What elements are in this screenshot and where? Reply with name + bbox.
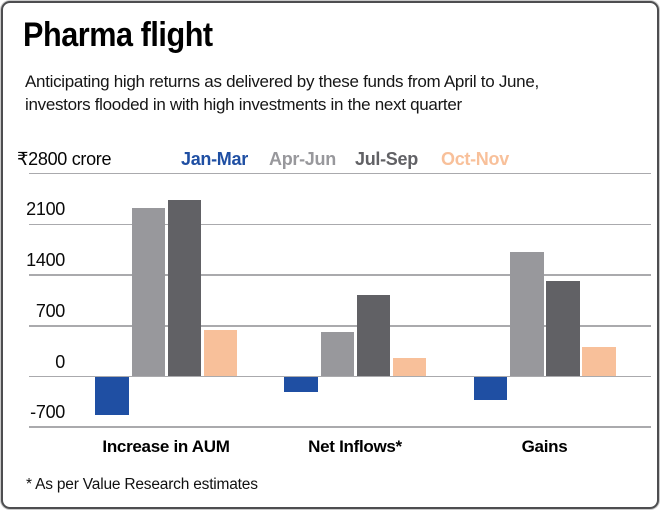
legend-item-jan-mar: Jan-Mar	[181, 149, 248, 169]
bar-apr-jun-1	[131, 207, 165, 377]
bar-oct-nov-2	[392, 358, 426, 377]
y-gridline	[29, 223, 651, 226]
footnote: * As per Value Research estimates	[26, 476, 258, 493]
y-tick-label: 1400	[26, 250, 65, 271]
y-tick-label: -700	[30, 402, 65, 423]
bar-jul-sep-3	[546, 280, 580, 377]
bar-apr-jun-3	[510, 251, 544, 377]
legend-item-apr-jun: Apr-Jun	[269, 149, 336, 169]
legend-item-jul-sep: Jul-Sep	[355, 149, 418, 169]
bar-jan-mar-1	[95, 376, 129, 415]
y-gridline	[29, 325, 651, 327]
legend-item-oct-nov: Oct-Nov	[441, 149, 509, 169]
y-tick-label: 700	[35, 300, 65, 321]
bar-oct-nov-1	[203, 329, 237, 377]
category-label: Gains	[521, 437, 568, 456]
bar-jan-mar-3	[473, 376, 507, 400]
y-gridline	[29, 375, 651, 378]
axis-unit-label: ₹2800 crore	[17, 149, 112, 169]
category-label: Increase in AUM	[102, 437, 230, 456]
page-title: Pharma flight	[23, 16, 213, 54]
bar-jul-sep-1	[167, 199, 201, 377]
bar-jan-mar-2	[284, 376, 318, 392]
y-tick-label: 0	[55, 351, 65, 372]
category-label: Net Inflows*	[308, 437, 402, 456]
bar-oct-nov-3	[582, 347, 616, 377]
bar-jul-sep-2	[356, 295, 390, 377]
y-gridline	[29, 172, 651, 175]
y-gridline	[29, 426, 651, 428]
y-tick-label: 2100	[26, 199, 65, 220]
chart-subtitle: Anticipating high returns as delivered b…	[25, 72, 539, 114]
bar-apr-jun-2	[320, 332, 354, 377]
y-gridline	[29, 274, 651, 276]
